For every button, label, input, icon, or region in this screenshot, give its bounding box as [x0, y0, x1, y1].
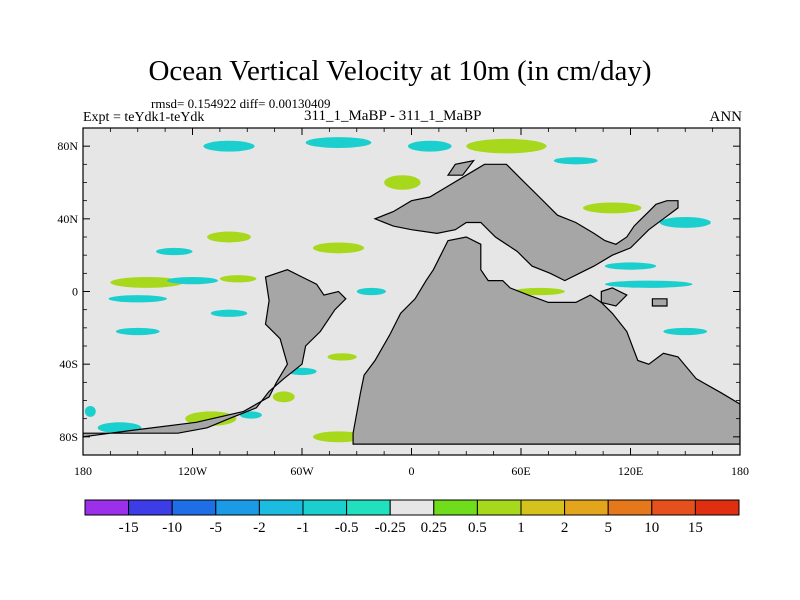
colorbar-box — [215, 499, 260, 516]
land-mass — [446, 159, 476, 176]
colorbar-box — [694, 499, 740, 516]
land-mass — [83, 269, 347, 438]
contour-patch — [604, 280, 693, 288]
colorbar-label: -0.5 — [335, 520, 359, 536]
y-tick-label: 0 — [72, 285, 78, 299]
contour-patch — [239, 411, 262, 419]
colorbar-label: 0.25 — [421, 520, 447, 536]
contour-patch — [407, 140, 452, 152]
contour-patch — [115, 327, 160, 336]
colorbar-box — [651, 499, 696, 516]
x-tick-label: 120W — [178, 464, 208, 478]
colorbar-label: 10 — [644, 520, 659, 536]
colorbar-label: 15 — [688, 520, 703, 536]
case-names: 311_1_MaBP - 311_1_MaBP — [304, 108, 482, 124]
y-tick-label: 40N — [57, 212, 78, 226]
land-mass — [600, 287, 628, 307]
x-tick-label: 60E — [511, 464, 530, 478]
contour-patch — [203, 140, 255, 152]
colorbar-box — [128, 499, 173, 516]
stats-text: rmsd= 0.154922 diff= 0.00130409 — [151, 96, 331, 111]
contour-patch — [305, 137, 372, 148]
colorbar-box — [564, 499, 609, 516]
map-layer — [83, 128, 740, 455]
colorbar-box — [302, 499, 348, 516]
contour-patch — [166, 276, 219, 285]
land-mass — [651, 298, 668, 307]
colorbar-label: -15 — [119, 520, 139, 536]
contour-patch — [604, 262, 657, 270]
contour-patch — [84, 405, 96, 417]
contour-patch — [659, 217, 711, 228]
chart-title: Ocean Vertical Velocity at 10m (in cm/da… — [148, 55, 652, 87]
x-tick-label: 180 — [74, 464, 92, 478]
colorbar-box — [84, 499, 130, 516]
contour-patch — [312, 242, 365, 254]
experiment-label: Expt = teYdk1-teYdk — [83, 110, 205, 125]
colorbar-label: 5 — [604, 520, 612, 536]
contour-patch — [384, 175, 421, 190]
colorbar-label: -5 — [210, 520, 223, 536]
land-mass — [352, 236, 740, 445]
colorbar-label: -10 — [162, 520, 182, 536]
colorbar-label: 1 — [517, 520, 525, 536]
colorbar-box — [433, 499, 478, 516]
contour-patch — [110, 276, 184, 288]
colorbar-label: 0.5 — [468, 520, 487, 536]
contour-patch — [108, 295, 167, 303]
y-tick-label: 40S — [59, 357, 78, 371]
colorbar-label: 2 — [561, 520, 569, 536]
contour-patch — [312, 431, 365, 443]
contour-patch — [583, 202, 642, 214]
x-tick-label: 60W — [290, 464, 314, 478]
contour-patch — [663, 327, 708, 336]
axes-layer: 180 120W 60W 0 60E 120E 180 80N 40N 0 40S 80S — [57, 127, 749, 478]
colorbar-box — [389, 499, 435, 516]
colorbar-box — [171, 499, 217, 516]
contour-patch — [356, 287, 386, 296]
colorbar-label: -1 — [297, 520, 310, 536]
x-tick-label: 0 — [409, 464, 415, 478]
colorbar-box — [607, 499, 653, 516]
contour-patch — [513, 287, 565, 296]
contour-patch — [207, 231, 251, 243]
contour-patch — [466, 138, 547, 154]
y-tick-label: 80N — [57, 139, 78, 153]
y-tick-label: 80S — [59, 430, 78, 444]
colorbar-label: -2 — [253, 520, 266, 536]
x-tick-label: 180 — [731, 464, 749, 478]
season-label: ANN — [709, 109, 743, 125]
colorbar-label: -0.25 — [375, 520, 406, 536]
contour-patch — [272, 391, 295, 403]
contour-patch — [156, 247, 193, 256]
contour-patch — [219, 275, 257, 283]
colorbar-box — [258, 499, 304, 516]
colorbar-box — [476, 499, 522, 516]
colorbar-box — [520, 499, 566, 516]
contour-patch — [553, 157, 598, 165]
contour-patch — [327, 353, 357, 361]
colorbar-box — [346, 499, 391, 516]
land-mass — [373, 163, 679, 282]
x-tick-label: 120E — [618, 464, 643, 478]
colorbar: -15 -10 -5 -2 -1 -0.5 -0.25 0.25 0.5 1 2 5 10 15 — [84, 499, 740, 536]
map-content — [83, 137, 740, 445]
contour-patch — [210, 309, 248, 317]
